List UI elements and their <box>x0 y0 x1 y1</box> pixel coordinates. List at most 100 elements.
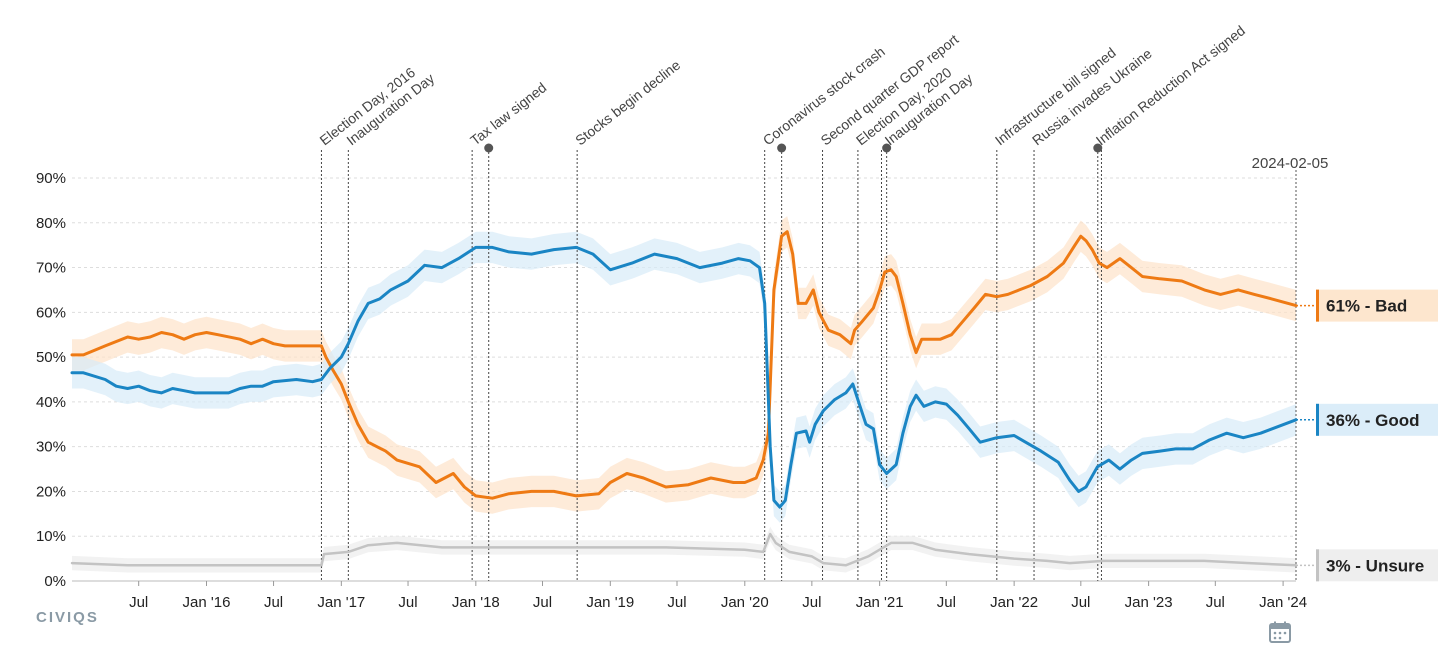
data-point-good <box>1119 468 1121 470</box>
data-point-bad <box>576 495 578 497</box>
x-tick-label: Jan '18 <box>452 594 500 611</box>
x-tick-label: Jul <box>667 594 686 611</box>
data-point-good <box>1175 448 1177 450</box>
data-point-good <box>968 428 970 430</box>
data-point-good <box>823 410 825 412</box>
data-point-bad <box>773 289 775 291</box>
data-point-good <box>475 247 477 249</box>
data-point-good <box>206 392 208 394</box>
data-point-unsure <box>811 556 813 558</box>
data-point-good <box>809 441 811 443</box>
data-point-unsure <box>71 562 73 564</box>
data-point-bad <box>104 345 106 347</box>
data-point-bad <box>1091 249 1093 251</box>
data-point-bad <box>755 477 757 479</box>
data-point-bad <box>83 354 85 356</box>
data-point-good <box>348 343 350 345</box>
data-point-unsure <box>475 547 477 549</box>
data-point-bad <box>873 307 875 309</box>
data-point-good <box>127 388 129 390</box>
data-point-bad <box>710 477 712 479</box>
data-point-good <box>239 388 241 390</box>
calendar-icon[interactable] <box>1268 620 1292 644</box>
data-point-bad <box>665 486 667 488</box>
x-tick-label: Jan '16 <box>183 594 231 611</box>
data-point-bad <box>1106 267 1108 269</box>
band-good <box>72 231 1296 523</box>
end-date-label: 2024-02-05 <box>1252 155 1329 172</box>
data-point-unsure <box>441 547 443 549</box>
data-point-unsure <box>867 556 869 558</box>
data-point-bad <box>367 441 369 443</box>
data-point-unsure <box>890 542 892 544</box>
data-point-good <box>834 399 836 401</box>
data-point-bad <box>325 356 327 358</box>
x-tick-label: Jul <box>129 594 148 611</box>
y-tick-label: 0% <box>44 573 66 590</box>
band-unsure <box>72 526 1296 573</box>
data-point-good <box>183 390 185 392</box>
data-point-bad <box>1085 240 1087 242</box>
data-point-good <box>699 267 701 269</box>
data-point-bad <box>688 484 690 486</box>
data-point-bad <box>762 459 764 461</box>
x-tick-label: Jul <box>533 594 552 611</box>
data-point-good <box>341 356 343 358</box>
data-point-bad <box>951 334 953 336</box>
data-point-bad <box>307 345 309 347</box>
data-point-good <box>149 390 151 392</box>
data-point-good <box>1131 459 1133 461</box>
data-point-good <box>228 392 230 394</box>
data-point-good <box>738 258 740 260</box>
event-label: Tax law signed <box>467 79 549 148</box>
data-point-unsure <box>348 551 350 553</box>
data-point-bad <box>161 332 163 334</box>
end-label-box-good <box>1316 403 1438 436</box>
confidence-bands <box>72 216 1296 573</box>
data-point-good <box>71 372 73 374</box>
data-point-good <box>1013 435 1015 437</box>
data-point-bad <box>890 269 892 271</box>
data-point-bad <box>792 253 794 255</box>
data-point-bad <box>928 338 930 340</box>
data-point-good <box>262 385 264 387</box>
data-point-unsure <box>912 542 914 544</box>
data-point-good <box>115 385 117 387</box>
data-point-bad <box>138 338 140 340</box>
data-point-bad <box>1181 280 1183 282</box>
data-point-bad <box>962 321 964 323</box>
data-point-good <box>796 432 798 434</box>
data-point-bad <box>183 338 185 340</box>
data-point-bad <box>71 354 73 356</box>
data-point-unsure <box>396 542 398 544</box>
data-point-bad <box>149 336 151 338</box>
data-point-unsure <box>367 544 369 546</box>
data-point-bad <box>895 276 897 278</box>
data-point-good <box>379 298 381 300</box>
data-point-good <box>104 379 106 381</box>
data-point-unsure <box>762 551 764 553</box>
y-tick-label: 50% <box>36 349 66 366</box>
data-point-bad <box>610 482 612 484</box>
data-point-good <box>312 381 314 383</box>
data-point-bad <box>419 466 421 468</box>
data-point-unsure <box>823 562 825 564</box>
data-point-good <box>769 446 771 448</box>
data-point-bad <box>996 296 998 298</box>
x-tick-label: Jul <box>937 594 956 611</box>
y-tick-label: 20% <box>36 483 66 500</box>
data-point-bad <box>1063 262 1065 264</box>
data-point-bad <box>813 289 815 291</box>
data-point-bad <box>850 343 852 345</box>
data-point-bad <box>172 334 174 336</box>
data-point-bad <box>1204 289 1206 291</box>
x-tick-label: Jan '21 <box>856 594 904 611</box>
data-point-good <box>749 260 751 262</box>
data-point-bad <box>884 271 886 273</box>
data-point-good <box>161 392 163 394</box>
data-point-bad <box>262 338 264 340</box>
data-point-good <box>895 464 897 466</box>
data-point-good <box>390 289 392 291</box>
data-point-good <box>865 424 867 426</box>
